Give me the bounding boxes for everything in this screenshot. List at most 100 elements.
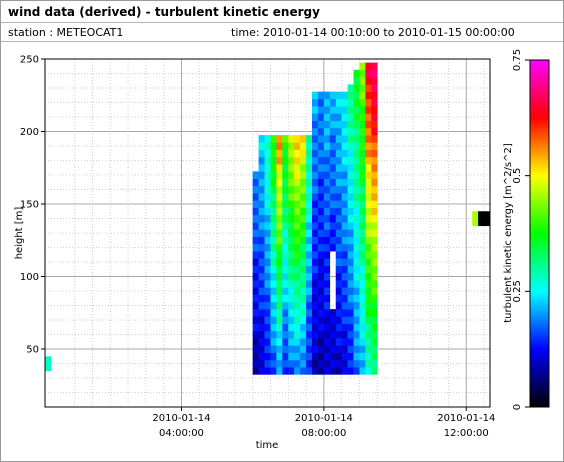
heatmap-cell bbox=[329, 156, 337, 165]
heatmap-cell bbox=[300, 265, 307, 274]
heatmap-cell bbox=[329, 214, 337, 223]
heatmap-cell bbox=[371, 69, 378, 78]
station-label: station : METEOCAT1 bbox=[8, 26, 124, 39]
heatmap-cell bbox=[353, 258, 360, 266]
heatmap-cell bbox=[359, 77, 366, 85]
heatmap-cell bbox=[270, 330, 277, 339]
heatmap-cell bbox=[252, 338, 259, 346]
heatmap-cell bbox=[347, 316, 354, 324]
heatmap-cell bbox=[317, 229, 325, 237]
heatmap-cell bbox=[335, 164, 342, 172]
heatmap-cell bbox=[300, 287, 307, 295]
heatmap-cell bbox=[365, 294, 372, 303]
heatmap-cell bbox=[371, 359, 378, 368]
heatmap-cell bbox=[300, 345, 307, 353]
heatmap-cell bbox=[294, 171, 301, 179]
heatmap-cell bbox=[329, 316, 337, 324]
heatmap-cell bbox=[252, 345, 259, 353]
heatmap-cell bbox=[276, 193, 283, 201]
heatmap-cell bbox=[347, 127, 354, 136]
heatmap-cell bbox=[294, 258, 301, 266]
heatmap-cell bbox=[264, 214, 271, 223]
heatmap-cell bbox=[323, 113, 331, 121]
heatmap-cell bbox=[276, 171, 283, 179]
heatmap-cell bbox=[329, 185, 337, 194]
heatmap-cell bbox=[347, 338, 354, 346]
heatmap-cell bbox=[282, 359, 289, 368]
heatmap-cell bbox=[282, 135, 289, 143]
heatmap-cell bbox=[294, 200, 301, 208]
heatmap-cell bbox=[317, 164, 325, 172]
heatmap-cell bbox=[335, 200, 342, 208]
heatmap-cell bbox=[306, 345, 313, 353]
heatmap-cell bbox=[323, 193, 331, 201]
heatmap-cell bbox=[276, 200, 283, 208]
heatmap-cell bbox=[294, 214, 301, 223]
heatmap-cell bbox=[252, 287, 259, 295]
heatmap-cell bbox=[323, 243, 331, 252]
heatmap-cell bbox=[270, 171, 277, 179]
heatmap-cell bbox=[359, 258, 366, 266]
heatmap-cell bbox=[341, 338, 348, 346]
heatmap-cell bbox=[312, 316, 319, 324]
heatmap-cell bbox=[317, 149, 325, 158]
heatmap-cell bbox=[365, 214, 372, 223]
chart-title: wind data (derived) - turbulent kinetic … bbox=[1, 1, 563, 23]
heatmap-cell bbox=[300, 193, 307, 201]
heatmap-cell bbox=[365, 113, 372, 121]
heatmap-cell bbox=[288, 229, 295, 237]
heatmap-cell bbox=[329, 222, 337, 230]
heatmap-cell bbox=[300, 323, 307, 332]
heatmap-cell bbox=[264, 323, 271, 332]
heatmap-cell bbox=[323, 338, 331, 346]
heatmap-cell bbox=[294, 149, 301, 158]
heatmap-cell bbox=[294, 243, 301, 252]
heatmap-cell bbox=[258, 294, 265, 303]
heatmap-cell bbox=[264, 301, 271, 310]
x-axis-label: time bbox=[256, 440, 279, 451]
heatmap-cell bbox=[258, 301, 265, 310]
heatmap-cell bbox=[270, 164, 277, 172]
heatmap-cell bbox=[300, 142, 307, 150]
heatmap-cell bbox=[335, 229, 342, 237]
x-tick-label: 12:00:00 bbox=[444, 428, 489, 439]
heatmap-cell bbox=[347, 287, 354, 295]
heatmap-cell bbox=[347, 309, 354, 317]
heatmap-cell bbox=[359, 222, 366, 230]
heatmap-cell bbox=[288, 280, 295, 288]
heatmap-cell bbox=[252, 272, 259, 281]
heatmap-cell bbox=[282, 265, 289, 274]
heatmap-cell bbox=[306, 251, 313, 259]
heatmap-cell bbox=[300, 164, 307, 172]
heatmap-cell bbox=[359, 229, 366, 237]
heatmap-cell bbox=[335, 178, 342, 187]
heatmap-cell bbox=[300, 214, 307, 223]
heatmap-cell bbox=[335, 251, 342, 259]
heatmap-cell bbox=[258, 338, 265, 346]
heatmap-cell bbox=[365, 258, 372, 266]
heatmap-cell bbox=[312, 294, 319, 303]
heatmap-cell bbox=[312, 272, 319, 281]
heatmap-cell bbox=[359, 142, 366, 150]
heatmap-cell bbox=[288, 164, 295, 172]
heatmap-cell bbox=[294, 251, 301, 259]
heatmap-cell bbox=[252, 236, 259, 245]
heatmap-cell bbox=[353, 84, 360, 92]
heatmap-cell bbox=[329, 309, 337, 317]
heatmap-cell bbox=[258, 142, 265, 150]
heatmap-cell bbox=[371, 77, 378, 85]
heatmap-cell bbox=[359, 367, 366, 375]
heatmap-cell bbox=[335, 359, 342, 368]
heatmap-cell bbox=[312, 106, 319, 114]
heatmap-cell bbox=[371, 323, 378, 332]
heatmap-cell bbox=[353, 164, 360, 172]
heatmap-cell bbox=[264, 193, 271, 201]
heatmap-cell bbox=[264, 309, 271, 317]
heatmap-cell bbox=[353, 338, 360, 346]
heatmap-cell bbox=[359, 178, 366, 187]
heatmap-cell bbox=[323, 127, 331, 136]
heatmap-cell bbox=[294, 294, 301, 303]
heatmap-cell bbox=[359, 214, 366, 223]
heatmap-cell bbox=[288, 178, 295, 187]
heatmap-cell bbox=[312, 185, 319, 194]
